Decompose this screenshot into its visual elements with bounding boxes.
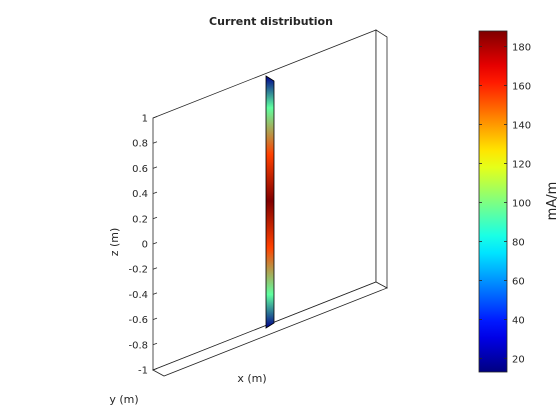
z-axis-label: z (m) (108, 228, 121, 257)
colorbar-tick-label: 20 (512, 354, 525, 365)
z-tick-mark (152, 141, 158, 144)
z-tick-label: 0.8 (132, 139, 148, 150)
colorbar-tick-label: 80 (512, 237, 525, 248)
plate-right-side (375, 29, 388, 289)
colorbar-tick-label: 140 (512, 121, 531, 132)
chart-title: Current distribution (209, 15, 333, 28)
z-tick-label: -1 (138, 366, 148, 377)
z-tick-label: -0.6 (128, 315, 148, 326)
plate-bottom-side (152, 281, 388, 377)
colorbar-tick-label: 160 (512, 82, 531, 93)
z-tick-label: 1 (142, 114, 148, 125)
z-tick-label: 0.6 (132, 164, 148, 175)
z-tick-label: -0.4 (128, 290, 148, 301)
current-strip (265, 75, 275, 329)
z-tick-mark (152, 267, 158, 270)
colorbar-label: mA/m (545, 182, 560, 221)
z-tick-mark (152, 116, 158, 119)
z-tick-mark (152, 166, 158, 169)
colorbar-tick-label: 180 (512, 43, 531, 54)
strip-surface (265, 75, 275, 329)
colorbar-gradient (478, 30, 508, 373)
z-tick-label: -0.8 (128, 340, 148, 351)
z-tick-label: -0.2 (128, 265, 148, 276)
z-tick-mark (152, 292, 158, 295)
z-tick-mark (152, 368, 158, 371)
z-axis: -1 -0.8 -0.6 -0.4 -0.2 0 0.2 0.4 0.6 0.8 1 (128, 114, 158, 377)
z-tick-mark (152, 191, 158, 194)
colorbar-tick-label: 40 (512, 315, 525, 326)
colorbar: 20 40 60 80 100 120 140 160 180 (478, 30, 531, 373)
plate-front-face (152, 29, 377, 371)
colorbar-tick-label: 120 (512, 160, 531, 171)
z-tick-label: 0.2 (132, 214, 148, 225)
colorbar-ticks: 20 40 60 80 100 120 140 160 180 (479, 43, 531, 365)
x-axis-label: x (m) (237, 372, 266, 385)
z-tick-label: 0 (142, 240, 148, 251)
z-tick-mark (152, 317, 158, 320)
y-axis-label: y (m) (109, 393, 138, 406)
plot-box (152, 29, 388, 377)
z-tick-mark (152, 342, 158, 346)
z-tick-mark (152, 216, 158, 220)
colorbar-tick-label: 100 (512, 198, 531, 209)
z-tick-mark (152, 242, 158, 245)
colorbar-tick-label: 60 (512, 276, 525, 287)
z-tick-label: 0.4 (132, 189, 148, 200)
